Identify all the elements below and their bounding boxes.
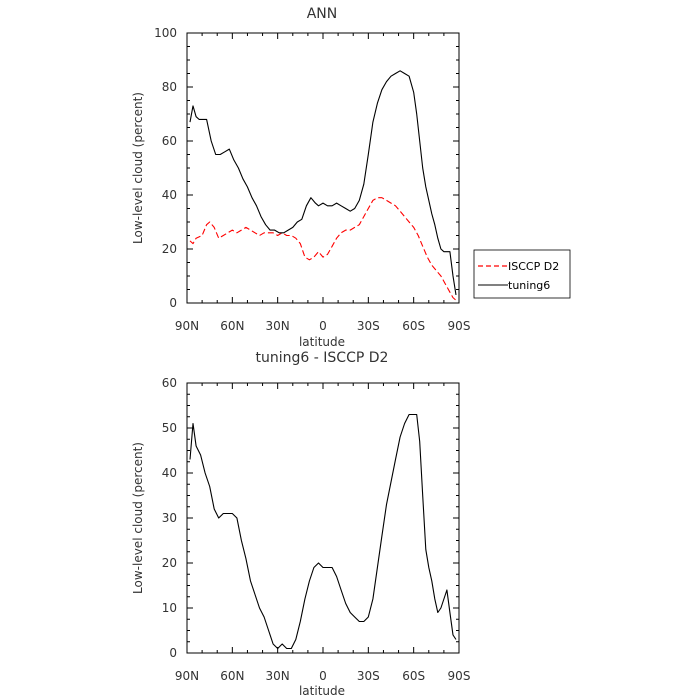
- x-tick-label: 90S: [448, 669, 471, 683]
- x-tick-label: 60N: [220, 319, 244, 333]
- y-tick-label: 20: [162, 242, 177, 256]
- x-tick-label: 60S: [402, 319, 425, 333]
- x-tick-label: 90N: [175, 669, 199, 683]
- chart-title: ANN: [307, 6, 338, 22]
- x-tick-label: 30S: [357, 669, 380, 683]
- y-tick-label: 0: [169, 646, 177, 660]
- x-axis-label: latitude: [299, 684, 345, 698]
- legend-label-isccp-d2: ISCCP D2: [508, 260, 559, 273]
- chart-title: tuning6 - ISCCP D2: [256, 350, 389, 366]
- y-tick-label: 80: [162, 80, 177, 94]
- plot-frame: [186, 32, 460, 304]
- y-tick-label: 20: [162, 556, 177, 570]
- x-tick-label: 90N: [175, 319, 199, 333]
- series-line-isccp-d2: [189, 197, 457, 301]
- legend-label-tuning6: tuning6: [508, 279, 550, 292]
- y-tick-label: 0: [169, 296, 177, 310]
- x-tick-label: 60S: [402, 669, 425, 683]
- x-tick-label: 30N: [266, 319, 290, 333]
- legend-box: [473, 249, 571, 299]
- y-tick-label: 10: [162, 601, 177, 615]
- x-tick-label: 0: [319, 669, 327, 683]
- x-tick-label: 30N: [266, 669, 290, 683]
- chart-panel-bottom: tuning6 - ISCCP D2 Low-level cloud (perc…: [131, 350, 470, 698]
- x-tick-label: 60N: [220, 669, 244, 683]
- x-tick-label: 30S: [357, 319, 380, 333]
- chart-panel-top: ANN Low-level cloud (percent) latitude I…: [131, 6, 571, 349]
- legend: ISCCP D2 tuning6: [473, 249, 571, 299]
- y-tick-label: 30: [162, 511, 177, 525]
- series-line-difference: [189, 413, 457, 650]
- y-tick-label: 100: [154, 26, 177, 40]
- y-tick-label: 40: [162, 188, 177, 202]
- y-tick-label: 50: [162, 421, 177, 435]
- y-tick-label: 60: [162, 376, 177, 390]
- series-line-tuning6: [189, 70, 457, 295]
- y-axis-label: Low-level cloud (percent): [131, 92, 145, 244]
- x-tick-label: 0: [319, 319, 327, 333]
- y-tick-label: 40: [162, 466, 177, 480]
- y-axis-label: Low-level cloud (percent): [131, 442, 145, 594]
- x-axis-label: latitude: [299, 335, 345, 349]
- x-tick-label: 90S: [448, 319, 471, 333]
- y-tick-label: 60: [162, 134, 177, 148]
